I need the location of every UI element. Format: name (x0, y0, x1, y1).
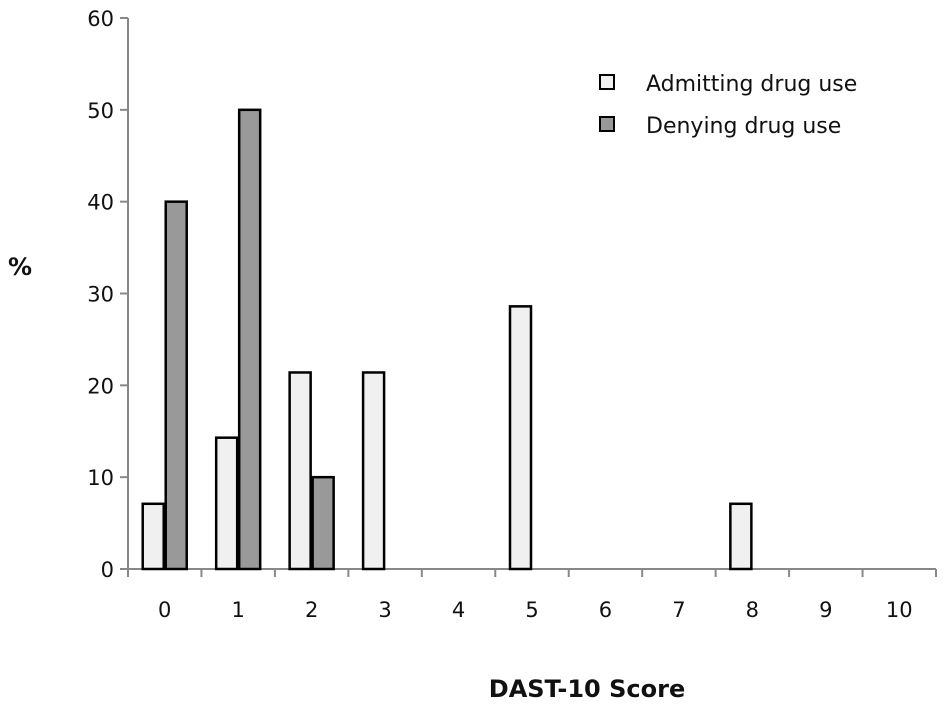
bar-admitting-5 (508, 305, 533, 571)
legend-label: Admitting drug use (646, 72, 857, 97)
bar-admitting-3 (361, 371, 386, 571)
legend: Admitting drug use Denying drug use (599, 72, 857, 139)
y-axis: 0 10 20 30 40 50 60 (87, 7, 129, 582)
x-tick-label: 6 (599, 598, 612, 622)
bar-admitting-8 (729, 502, 753, 571)
y-tick-label: 20 (87, 374, 114, 398)
y-axis-label: % (8, 253, 32, 281)
legend-swatch (599, 74, 615, 90)
bars (141, 108, 753, 571)
y-tick-label: 50 (87, 99, 114, 123)
bar-admitting-2 (288, 371, 312, 571)
bar-admitting-1 (214, 436, 239, 571)
x-tick-label: 4 (452, 598, 465, 622)
legend-label: Denying drug use (646, 114, 841, 139)
bar-denying-2 (311, 475, 335, 571)
x-tick-label: 3 (378, 598, 391, 622)
x-tick-label: 8 (746, 598, 759, 622)
x-axis-label: DAST-10 Score (489, 675, 685, 703)
x-tick-label: 1 (231, 598, 244, 622)
x-tick-label: 5 (525, 598, 538, 622)
y-tick-label: 30 (87, 283, 114, 307)
x-tick-label: 7 (672, 598, 685, 622)
bar-denying-1 (237, 108, 262, 571)
x-axis: 0 1 2 3 4 5 6 7 8 9 10 (127, 568, 937, 622)
x-tick-label: 2 (305, 598, 318, 622)
x-tick-label: 10 (886, 598, 913, 622)
bar-denying-0 (164, 200, 188, 571)
x-tick-label: 9 (819, 598, 832, 622)
bar-admitting-0 (141, 502, 165, 571)
legend-swatch (599, 116, 615, 132)
y-tick-label: 40 (87, 191, 114, 215)
x-tick-label: 0 (158, 598, 171, 622)
y-tick-label: 10 (87, 466, 114, 490)
y-tick-label: 0 (101, 558, 114, 582)
y-tick-label: 60 (87, 7, 114, 31)
